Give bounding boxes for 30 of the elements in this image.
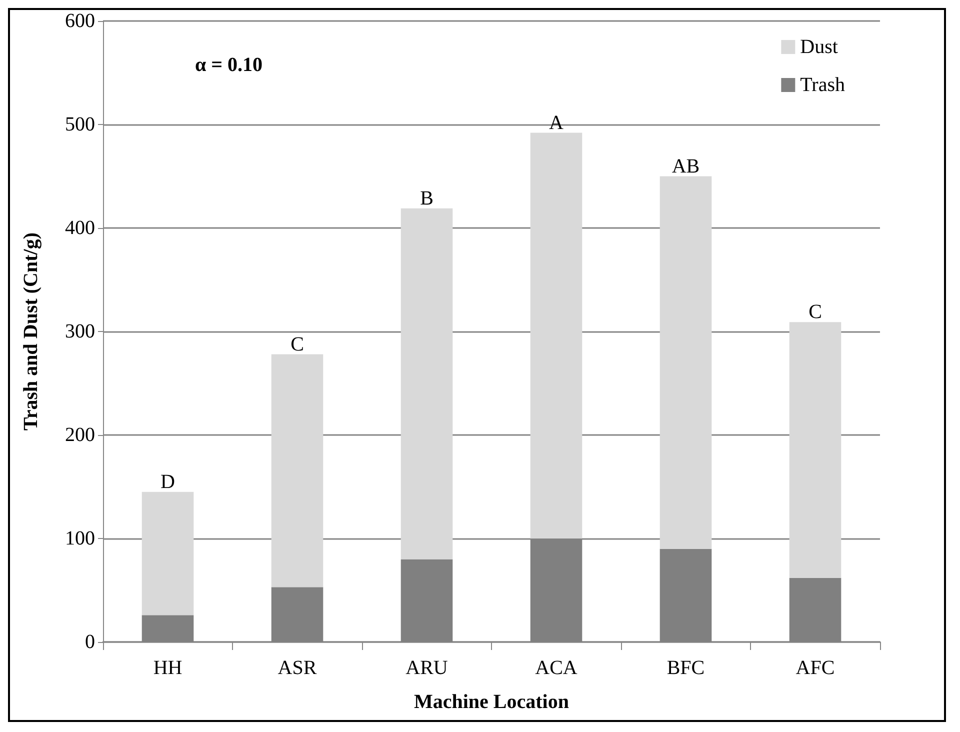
y-tick-label: 300 bbox=[65, 320, 95, 342]
annotation: A bbox=[549, 112, 564, 134]
y-axis-title: Trash and Dust (Cnt/g) bbox=[20, 232, 42, 430]
y-tick-label: 600 bbox=[65, 10, 95, 32]
annotation: B bbox=[420, 187, 434, 210]
y-tick-label: 400 bbox=[65, 217, 95, 239]
x-axis-title: Machine Location bbox=[414, 691, 569, 713]
bar bbox=[660, 176, 712, 549]
y-tick-label: 0 bbox=[85, 631, 95, 653]
legend-label: Dust bbox=[800, 36, 838, 58]
annotation: C bbox=[290, 333, 304, 356]
bar bbox=[271, 354, 324, 588]
y-tick-label: 100 bbox=[65, 528, 95, 550]
x-tick-label: AFC bbox=[796, 657, 835, 679]
annotation: α = 0.10 bbox=[195, 54, 263, 76]
y-tick-label: 500 bbox=[65, 114, 95, 136]
x-tick-label: ASR bbox=[278, 657, 318, 679]
legend-label: Trash bbox=[800, 74, 846, 96]
y-tick-label: 200 bbox=[65, 424, 95, 446]
x-tick-label: ARU bbox=[406, 657, 448, 679]
annotation: D bbox=[160, 470, 175, 493]
bar bbox=[400, 208, 453, 560]
bar bbox=[142, 492, 194, 616]
bar bbox=[530, 132, 582, 538]
bar bbox=[789, 322, 842, 578]
annotation: C bbox=[808, 301, 822, 324]
annotation: AB bbox=[672, 155, 700, 178]
x-tick-label: ACA bbox=[535, 657, 578, 679]
x-tick-label: BFC bbox=[666, 657, 705, 679]
x-tick-label: HH bbox=[153, 657, 182, 679]
